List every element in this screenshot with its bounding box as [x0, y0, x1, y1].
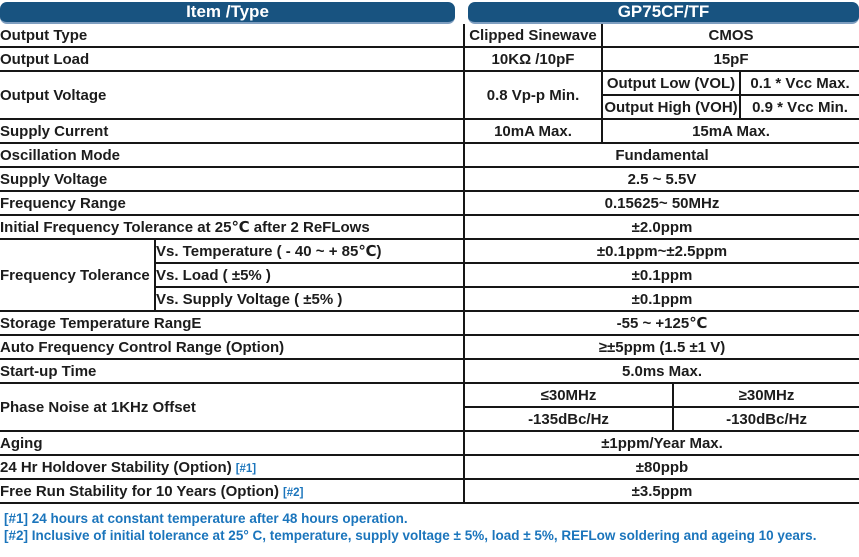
label-startup-time: Start-up Time	[0, 359, 464, 384]
row-ft-vs-supply-voltage: Vs. Supply Voltage ( ±5% ) ±0.1ppm	[0, 287, 859, 312]
value-aging: ±1ppm/Year Max.	[462, 431, 859, 456]
row-aging: Aging ±1ppm/Year Max.	[0, 431, 859, 456]
footnotes: [#1] 24 hours at constant temperature af…	[0, 504, 859, 544]
phase-noise-low-value: -135dBc/Hz	[463, 407, 673, 432]
value-supply-current-cf: 10mA Max.	[463, 119, 602, 144]
label-aging: Aging	[0, 431, 464, 456]
label-supply-current: Supply Current	[0, 119, 464, 144]
header-item-type: Item /Type	[0, 2, 455, 24]
row-output-load: Output Load 10KΩ /10pF 15pF	[0, 47, 859, 72]
value-oscillation-mode: Fundamental	[462, 143, 859, 168]
value-vs-load: ±0.1ppm	[462, 263, 859, 288]
value-output-type-tf: CMOS	[600, 24, 859, 48]
label-afc-range: Auto Frequency Control Range (Option)	[0, 335, 464, 360]
label-frequency-range: Frequency Range	[0, 191, 464, 216]
value-output-low-vol: 0.1 * Vcc Max.	[738, 71, 859, 96]
footnote-1: [#1] 24 hours at constant temperature af…	[4, 511, 408, 526]
free-run-label-text: Free Run Stability for 10 Years (Option)	[0, 482, 279, 500]
row-oscillation-mode: Oscillation Mode Fundamental	[0, 143, 859, 168]
row-startup-time: Start-up Time 5.0ms Max.	[0, 359, 859, 384]
row-phase-noise-values: -135dBc/Hz -130dBc/Hz	[0, 407, 859, 432]
value-afc-range: ≥±5ppm (1.5 ±1 V)	[462, 335, 859, 360]
row-free-run-stability: Free Run Stability for 10 Years (Option)…	[0, 479, 859, 504]
value-output-type-cf: Clipped Sinewave	[463, 24, 602, 48]
spec-table: Output Type Clipped Sinewave CMOS Output…	[0, 24, 859, 504]
phase-noise-high-value: -130dBc/Hz	[671, 407, 859, 432]
row-supply-current: Supply Current 10mA Max. 15mA Max.	[0, 119, 859, 144]
label-output-voltage: Output Voltage	[0, 71, 464, 120]
value-output-voltage-cf: 0.8 Vp-p Min.	[463, 71, 602, 120]
footnote-ref-1: [#1]	[235, 462, 257, 475]
footnote-ref-2: [#2]	[282, 486, 304, 499]
value-output-high-voh: 0.9 * Vcc Min.	[738, 95, 859, 120]
value-initial-tolerance: ±2.0ppm	[462, 215, 859, 240]
row-output-type: Output Type Clipped Sinewave CMOS	[0, 24, 859, 48]
label-vs-temperature: Vs. Temperature ( - 40 ~ + 85℃)	[154, 239, 464, 264]
footnote-2: [#2] Inclusive of initial tolerance at 2…	[4, 528, 817, 543]
table-header: Item /Type GP75CF/TF	[0, 0, 859, 24]
phase-noise-low-header: ≤30MHz	[463, 383, 673, 408]
row-supply-voltage: Supply Voltage 2.5 ~ 5.5V	[0, 167, 859, 192]
label-phase-noise: Phase Noise at 1KHz Offset	[0, 383, 464, 432]
label-vs-load: Vs. Load ( ±5% )	[154, 263, 464, 288]
value-storage-temperature: -55 ~ +125℃	[462, 311, 859, 336]
label-output-load: Output Load	[0, 47, 464, 72]
value-supply-voltage: 2.5 ~ 5.5V	[462, 167, 859, 192]
row-ft-vs-load: Vs. Load ( ±5% ) ±0.1ppm	[0, 263, 859, 288]
label-output-type: Output Type	[0, 24, 464, 48]
label-output-low-vol: Output Low (VOL)	[601, 71, 740, 96]
value-vs-supply-voltage: ±0.1ppm	[462, 287, 859, 312]
datasheet-page: Item /Type GP75CF/TF Output Type Clipped…	[0, 0, 859, 544]
phase-noise-high-header: ≥30MHz	[671, 383, 859, 408]
row-afc-range: Auto Frequency Control Range (Option) ≥±…	[0, 335, 859, 360]
value-startup-time: 5.0ms Max.	[462, 359, 859, 384]
row-phase-noise-headers: Phase Noise at 1KHz Offset ≤30MHz ≥30MHz	[0, 383, 859, 432]
label-initial-tolerance: Initial Frequency Tolerance at 25℃ after…	[0, 215, 464, 240]
label-vs-supply-voltage: Vs. Supply Voltage ( ±5% )	[154, 287, 464, 312]
label-output-high-voh: Output High (VOH)	[601, 95, 740, 120]
row-output-voltage-vol: Output Voltage 0.8 Vp-p Min. Output Low …	[0, 71, 859, 120]
value-free-run-stability: ±3.5ppm	[462, 479, 859, 504]
label-frequency-tolerance: Frequency Tolerance	[0, 239, 155, 312]
value-output-load-cf: 10KΩ /10pF	[463, 47, 602, 72]
value-frequency-range: 0.15625~ 50MHz	[462, 191, 859, 216]
value-supply-current-tf: 15mA Max.	[600, 119, 859, 144]
value-vs-temperature: ±0.1ppm~±2.5ppm	[462, 239, 859, 264]
row-ft-vs-temperature: Frequency Tolerance Vs. Temperature ( - …	[0, 239, 859, 312]
value-output-load-tf: 15pF	[600, 47, 859, 72]
label-free-run-stability: Free Run Stability for 10 Years (Option)…	[0, 479, 464, 504]
label-oscillation-mode: Oscillation Mode	[0, 143, 464, 168]
row-initial-tolerance: Initial Frequency Tolerance at 25℃ after…	[0, 215, 859, 240]
holdover-label-text: 24 Hr Holdover Stability (Option)	[0, 458, 232, 476]
row-storage-temperature: Storage Temperature RangE -55 ~ +125℃	[0, 311, 859, 336]
header-product: GP75CF/TF	[468, 2, 859, 24]
label-supply-voltage: Supply Voltage	[0, 167, 464, 192]
label-holdover-stability: 24 Hr Holdover Stability (Option) [#1]	[0, 455, 464, 480]
row-frequency-range: Frequency Range 0.15625~ 50MHz	[0, 191, 859, 216]
row-holdover-stability: 24 Hr Holdover Stability (Option) [#1] ±8…	[0, 455, 859, 480]
value-holdover-stability: ±80ppb	[462, 455, 859, 480]
row-output-voltage-voh: Output High (VOH) 0.9 * Vcc Min.	[0, 95, 859, 120]
label-storage-temperature: Storage Temperature RangE	[0, 311, 464, 336]
